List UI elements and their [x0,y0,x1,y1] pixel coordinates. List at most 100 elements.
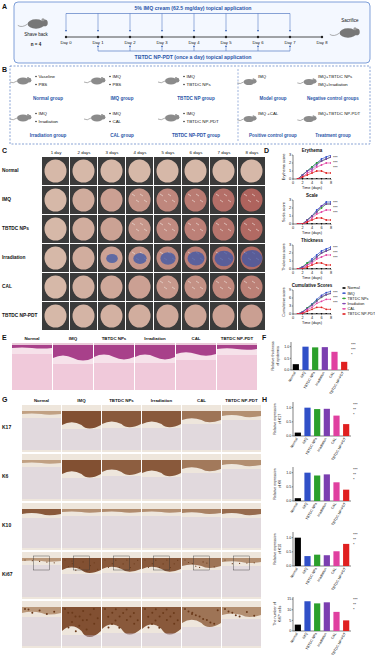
y-tick-label: 0 [289,177,291,181]
photo-skin [129,276,151,299]
photo-skin [213,247,235,270]
ihc-dermis [222,469,261,499]
series-line [298,293,331,314]
ihc-dermis [102,516,141,548]
ki67-nucleus [184,608,186,610]
plot-area [295,538,350,566]
bullet [109,113,111,115]
point [325,219,327,221]
mouse-ear [313,78,315,80]
ki67-nucleus [224,608,226,610]
scale-mark [200,200,203,202]
ihc-bg [182,405,221,452]
plot-area [297,290,331,314]
scale-mark [160,223,163,225]
photo-bg [238,215,265,243]
photo-bg [182,157,209,185]
label: 4 days [134,150,148,155]
ki67-nucleus [253,615,255,617]
ki67-nucleus [159,567,160,568]
photo-skin [73,218,95,241]
histology-bg [94,343,134,390]
panel-label: C [2,147,7,154]
scale-mark [172,200,175,202]
y-tick-label: 0 [289,629,291,633]
bar [343,620,349,631]
day-dot [193,36,195,38]
dermis [135,363,175,390]
mouse-head [252,116,256,120]
scale-mark [252,223,255,225]
histology-bg [135,343,175,390]
ki67-nucleus [163,563,164,564]
photo-skin [241,305,263,328]
arrow [194,14,195,32]
point [325,308,327,310]
ihc-bg [62,405,101,452]
scale-mark [144,229,147,231]
histology-bg [217,343,257,390]
mouse-ear [353,27,356,30]
y-tick [292,298,293,299]
x-tick-label: 6 [320,181,322,185]
arrow [258,46,259,51]
x-tick-label: Irradiation [316,632,327,648]
mouse-icon [18,18,48,29]
ki67-nucleus [104,559,105,560]
ki67-nucleus [28,609,30,611]
epidermis [176,345,216,356]
ihc-bg [182,454,221,501]
x-tick-label: 6 [320,316,322,320]
point [302,312,304,314]
photo-bg [238,157,265,185]
ki67-nucleus [67,612,69,614]
ki67-nucleus [75,570,76,571]
y-tick [292,599,293,600]
point [321,170,323,172]
legend-label: Irradiation [348,302,365,306]
mouse-head [101,115,106,120]
point [330,248,331,250]
ihc-epidermis [102,509,141,513]
point [311,223,313,224]
bar [324,555,330,566]
ki67-nucleus [137,619,139,621]
point [316,302,318,304]
point [297,268,299,269]
point [311,308,313,310]
series-line [298,163,331,179]
x-tick-label: IMQ [302,632,309,640]
point [306,264,308,266]
ihc-dermis [142,516,181,548]
photo-skin [73,305,95,328]
point [306,174,308,176]
ki67-nucleus [108,567,109,568]
point [311,264,313,266]
point [325,162,327,164]
ki67-nucleus [151,612,153,614]
label: TBTDC NP-PDT group [172,133,220,138]
ihc-dermis [142,477,181,499]
ihc-dermis [22,617,61,646]
mouse-head [27,115,32,120]
y-tick [292,407,293,408]
point [302,174,304,176]
photo-bg [154,157,181,185]
photo-skin [185,276,207,299]
point [321,158,323,160]
x-axis [293,501,351,502]
point [325,268,327,269]
mouse-tail [18,24,28,27]
legend-marker [343,303,345,305]
point [306,266,308,268]
photo-bg [210,273,237,301]
x-tick-label: CAL [330,437,337,445]
legend-label: CAL [348,307,355,311]
point [311,178,313,179]
photo-bg [70,157,97,185]
ihc-dermis [102,476,141,499]
point [311,306,313,308]
ihc-dermis [102,428,141,450]
label: PBS [39,82,48,87]
ihc-dermis [62,635,101,646]
